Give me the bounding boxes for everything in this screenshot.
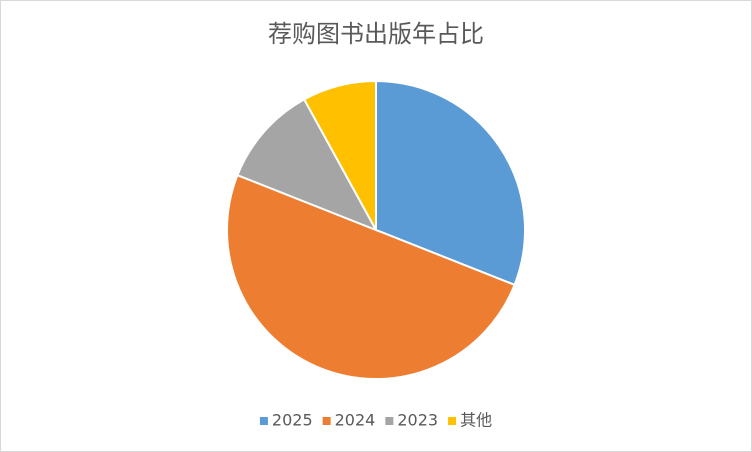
legend-label: 2023 [397,411,438,430]
legend-label: 2025 [272,411,313,430]
pie-slice [236,98,379,232]
legend-label: 其他 [460,411,492,430]
pie-slice [302,79,377,231]
legend-marker [259,417,268,425]
legend-label: 2024 [335,411,376,430]
pie-slice [375,79,526,287]
chart-title: 荐购图书出版年占比 [268,20,484,48]
legend-marker [322,417,331,425]
legend-marker [448,417,457,425]
legend-marker [385,417,394,425]
pie-slice [226,173,516,380]
legend: 2025 2024 2023 其他 [259,411,492,430]
